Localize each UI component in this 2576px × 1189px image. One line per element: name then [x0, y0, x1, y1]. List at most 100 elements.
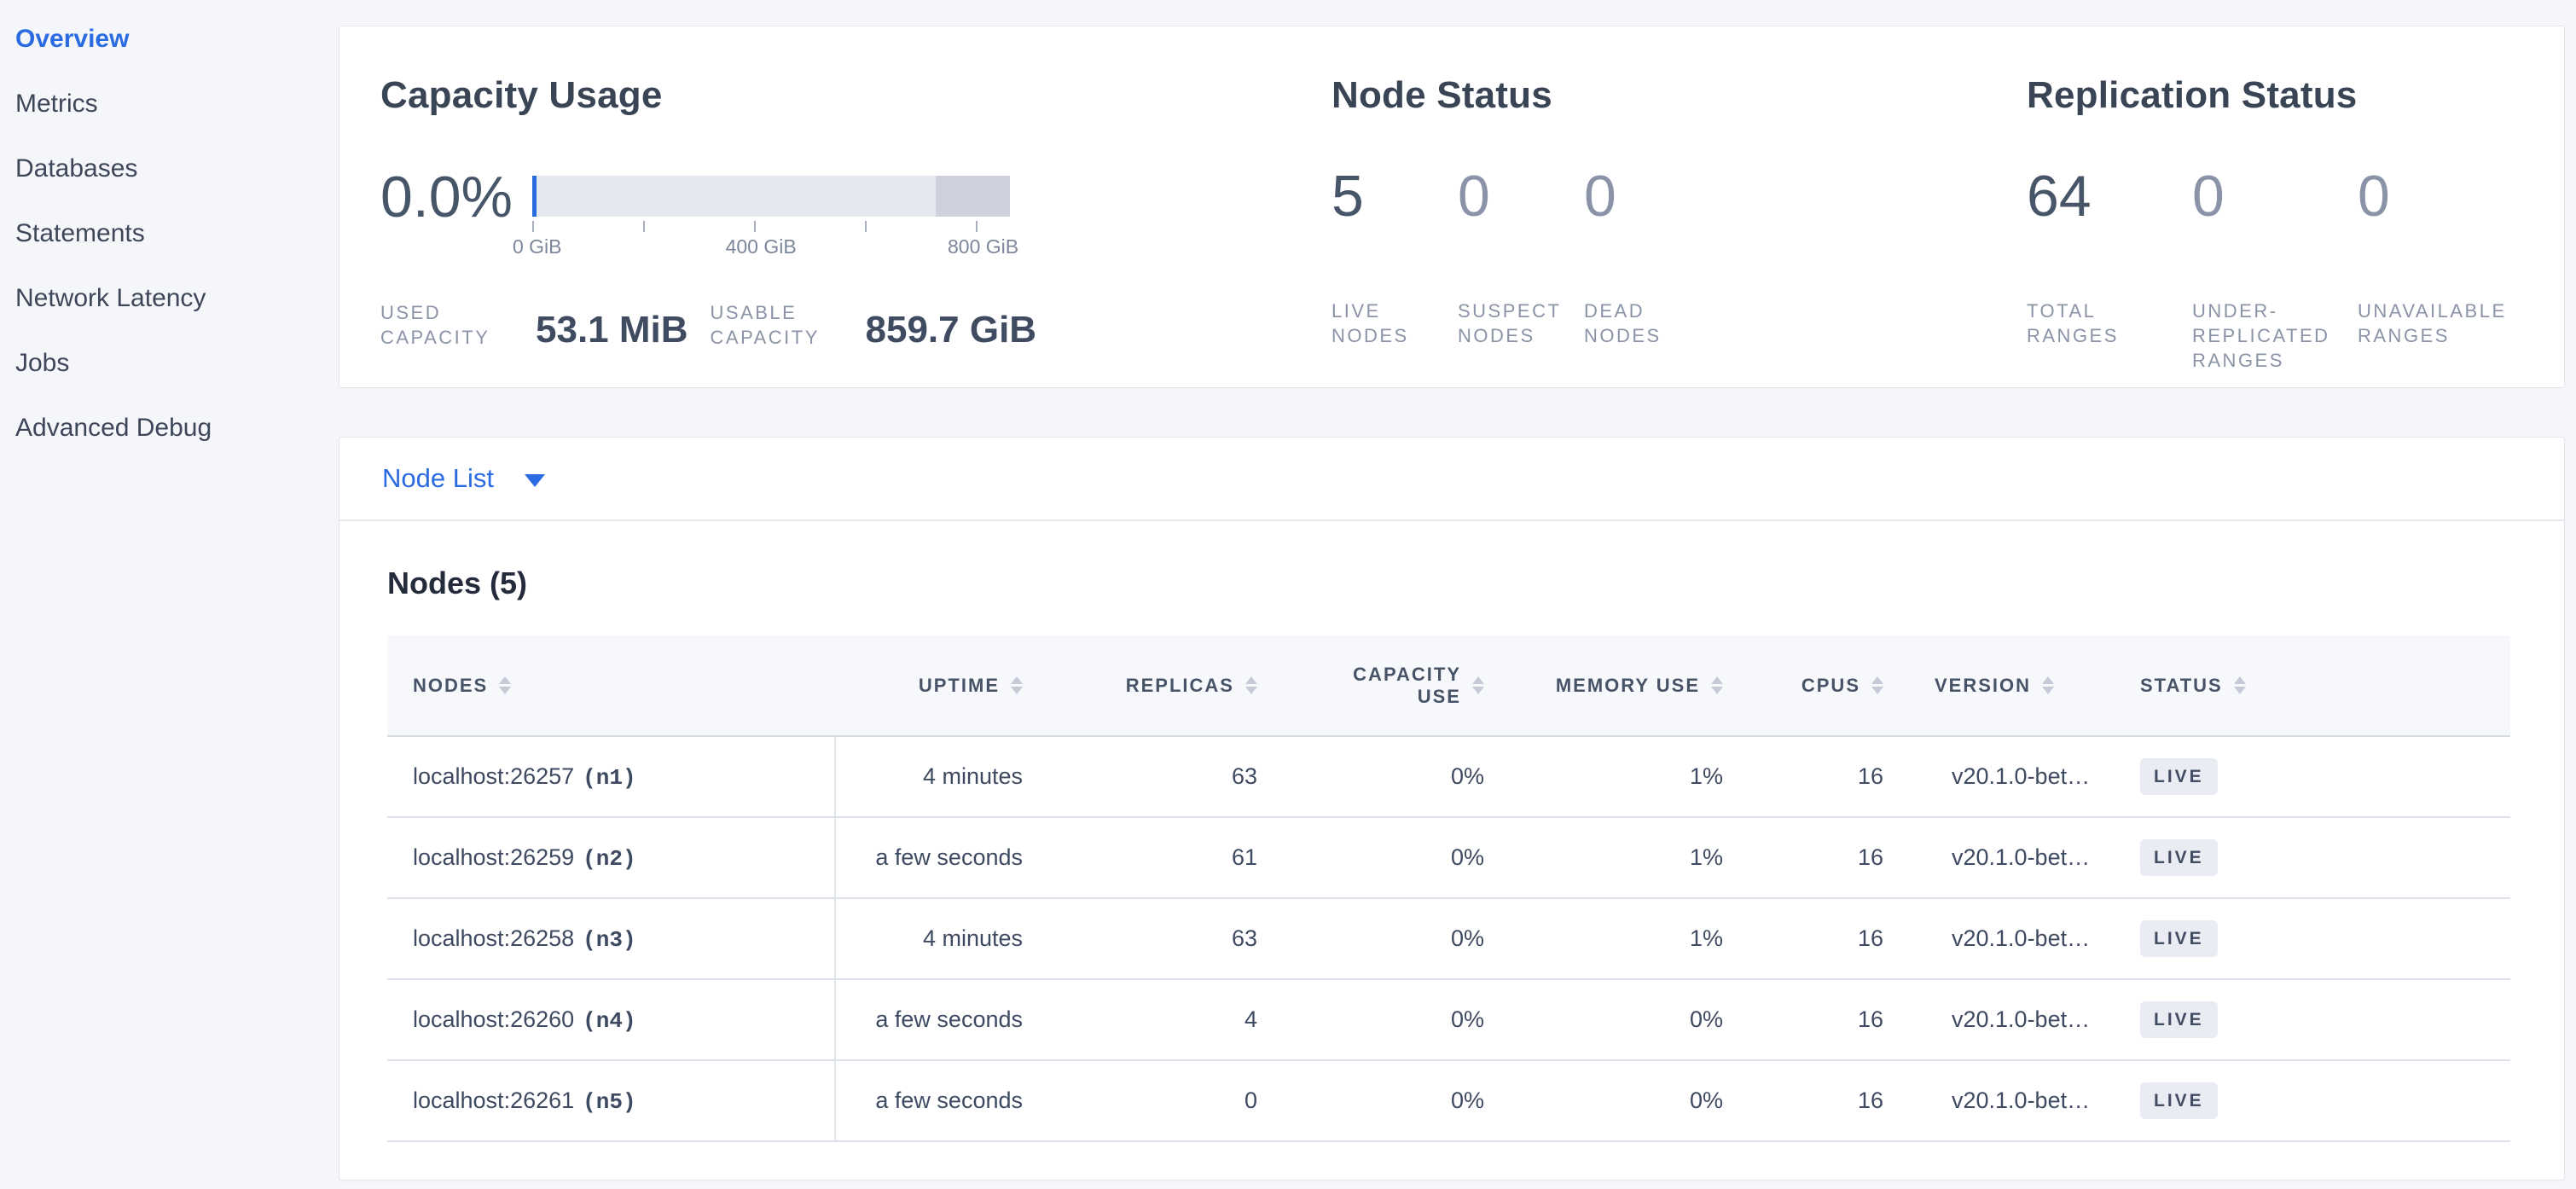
replicas-cell: 4 — [1048, 979, 1283, 1061]
node-status-stats: 5 LIVE NODES 0 SUSPECT NODES 0 DEAD NODES — [1332, 167, 2027, 348]
sidebar-item-jobs[interactable]: Jobs — [15, 349, 70, 377]
column-header-replicas[interactable]: REPLICAS — [1048, 635, 1283, 737]
summary-stat: 0 UNAVAILABLE RANGES — [2358, 167, 2523, 373]
sidebar-item-network-latency[interactable]: Network Latency — [15, 284, 206, 312]
column-header-version[interactable]: VERSION — [1909, 635, 2115, 737]
gauge-axis-tick — [642, 221, 645, 232]
summary-stat: 0 UNDER-REPLICATED RANGES — [2192, 167, 2358, 373]
summary-stat-value: 5 — [1332, 164, 1364, 229]
column-header-label: UPTIME — [918, 674, 1000, 696]
capacity-gauge-nonusable-segment — [936, 176, 1010, 217]
summary-stat-label: UNDER-REPLICATED RANGES — [2192, 300, 2330, 371]
node-id: (n1) — [583, 764, 636, 791]
status-badge: LIVE — [2140, 920, 2218, 957]
status-cell: LIVE — [2115, 736, 2268, 818]
sidebar-item-advanced-debug[interactable]: Advanced Debug — [15, 414, 212, 442]
capacity-gauge: 0 GiB 400 GiB 800 GiB — [513, 176, 1018, 258]
sort-icon[interactable] — [1472, 676, 1484, 694]
view-selector-dropdown[interactable]: Node List — [339, 438, 2564, 521]
summary-stat: 0 DEAD NODES — [1584, 167, 1710, 348]
replication-status-stats: 64 TOTAL RANGES 0 UNDER-REPLICATED RANGES 0 U… — [2027, 167, 2523, 373]
cluster-summary-card: Capacity Usage 0.0% 0 GiB 400 GiB 800 GiB … — [339, 26, 2565, 388]
sidebar-item-statements[interactable]: Statements — [15, 219, 145, 247]
capacity-gauge-bar — [532, 176, 1010, 217]
sidebar: Overview Metrics Databases Statements Networ… — [0, 0, 339, 1189]
version-cell: v20.1.0-bet… — [1909, 979, 2115, 1061]
column-header-filler — [2268, 635, 2510, 737]
memory-use-cell: 0% — [1510, 1060, 1749, 1142]
summary-stat-value: 0 — [1584, 164, 1616, 229]
column-header-memory-use[interactable]: MEMORY USE — [1510, 635, 1749, 737]
chevron-down-icon — [524, 473, 545, 487]
sort-icon[interactable] — [2042, 676, 2055, 694]
capacity-gauge-axis: 0 GiB 400 GiB 800 GiB — [513, 217, 1018, 258]
column-header-label: NODES — [413, 674, 489, 696]
node-address: localhost:26259 — [413, 844, 575, 870]
capacity-use-cell: 0% — [1283, 979, 1510, 1061]
column-header-uptime[interactable]: UPTIME — [835, 635, 1048, 737]
replication-status-section: Replication Status 64 TOTAL RANGES 0 UNDER-… — [2027, 73, 2523, 387]
status-cell: LIVE — [2115, 979, 2268, 1061]
gauge-axis-tick — [976, 221, 978, 232]
column-header-cpus[interactable]: CPUS — [1749, 635, 1909, 737]
node-address-cell: localhost:26261 (n5) — [387, 1060, 836, 1142]
summary-stat-label: DEAD NODES — [1584, 300, 1662, 346]
table-header-row: NODES UPTIME REPLICAS CAPACITY USE MEMORY US… — [387, 635, 2510, 737]
replicas-cell: 0 — [1048, 1060, 1283, 1142]
node-address: localhost:26258 — [413, 925, 575, 951]
node-address-cell: localhost:26259 (n2) — [387, 817, 836, 899]
uptime-cell: 4 minutes — [835, 736, 1048, 818]
sidebar-item-metrics[interactable]: Metrics — [15, 90, 98, 118]
column-header-nodes[interactable]: NODES — [387, 635, 835, 737]
sidebar-item-overview[interactable]: Overview — [15, 25, 130, 53]
gauge-axis-tick — [532, 221, 534, 232]
capacity-usage-title: Capacity Usage — [380, 74, 663, 116]
filler-cell — [2268, 979, 2510, 1061]
sort-icon[interactable] — [499, 676, 512, 694]
node-status-section: Node Status 5 LIVE NODES 0 SUSPECT NODES 0 DE… — [1332, 73, 2027, 387]
sort-icon[interactable] — [1011, 676, 1023, 694]
gauge-axis-tick-label: 0 GiB — [512, 235, 562, 258]
sidebar-nav-list: Overview Metrics Databases Statements Networ… — [15, 7, 339, 461]
capacity-used-marker — [532, 176, 537, 217]
filler-cell — [2268, 817, 2510, 899]
node-address: localhost:26257 — [413, 763, 575, 789]
sort-icon[interactable] — [1245, 676, 1257, 694]
column-header-label: VERSION — [1935, 674, 2032, 696]
table-row: localhost:26261 (n5) a few seconds 0 0% 0% 16 v… — [387, 1060, 2510, 1142]
node-list-dropdown-label: Node List — [382, 463, 494, 493]
column-header-status[interactable]: STATUS — [2115, 635, 2268, 737]
table-row: localhost:26260 (n4) a few seconds 4 0% 0% 16 v… — [387, 979, 2510, 1061]
summary-stat-value: 64 — [2027, 164, 2092, 229]
capacity-usage-section: Capacity Usage 0.0% 0 GiB 400 GiB 800 GiB … — [380, 73, 1332, 387]
capacity-use-cell: 0% — [1283, 898, 1510, 980]
replicas-cell: 63 — [1048, 736, 1283, 818]
summary-stat: 64 TOTAL RANGES — [2027, 167, 2192, 373]
memory-use-cell: 1% — [1510, 736, 1749, 818]
sort-icon[interactable] — [1711, 676, 1723, 694]
usable-capacity-value: 859.7 GiB — [865, 309, 1037, 351]
status-badge: LIVE — [2140, 1082, 2218, 1119]
column-header-label: MEMORY USE — [1555, 674, 1700, 696]
column-header-label: STATUS — [2140, 674, 2223, 696]
version-cell: v20.1.0-bet… — [1909, 1060, 2115, 1142]
sort-icon[interactable] — [2233, 676, 2246, 694]
nodes-section-title: Nodes (5) — [387, 566, 528, 600]
node-id: (n5) — [583, 1088, 636, 1115]
usable-capacity-stat: USABLE CAPACITY 859.7 GiB — [711, 300, 1037, 350]
summary-stat: 5 LIVE NODES — [1332, 167, 1458, 348]
status-cell: LIVE — [2115, 898, 2268, 980]
summary-stat-label: SUSPECT NODES — [1458, 300, 1562, 346]
summary-stat: 0 SUSPECT NODES — [1458, 167, 1584, 348]
table-row: localhost:26258 (n3) 4 minutes 63 0% 1% 16 v20.… — [387, 898, 2510, 980]
sidebar-item-databases[interactable]: Databases — [15, 154, 138, 183]
column-header-capacity-use[interactable]: CAPACITY USE — [1283, 635, 1510, 737]
column-header-label: CPUS — [1801, 674, 1860, 696]
capacity-used-percent: 0.0% — [380, 165, 513, 229]
sort-icon[interactable] — [1871, 676, 1883, 694]
table-row: localhost:26259 (n2) a few seconds 61 0% 1% 16… — [387, 817, 2510, 899]
node-list-card: Node List Nodes (5) NODES UPTIME REPLICAS C… — [339, 437, 2565, 1180]
uptime-cell: a few seconds — [835, 979, 1048, 1061]
capacity-use-cell: 0% — [1283, 817, 1510, 899]
capacity-use-cell: 0% — [1283, 736, 1510, 818]
